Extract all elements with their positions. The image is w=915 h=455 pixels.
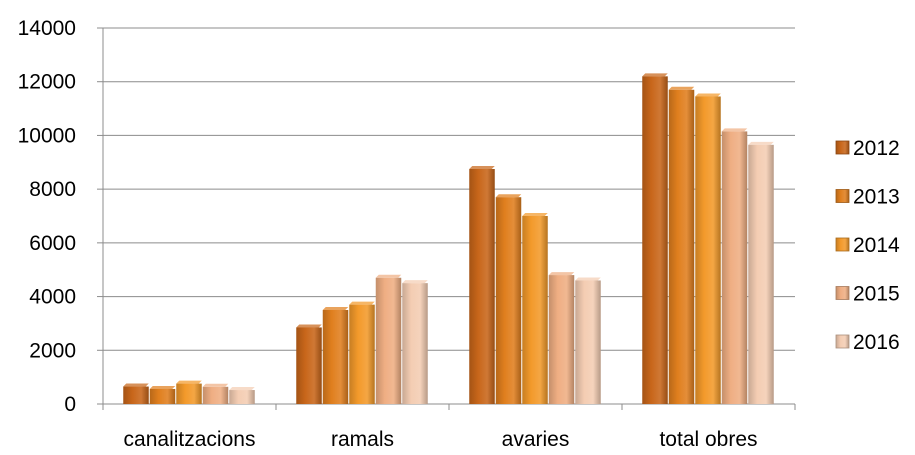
bar-body bbox=[322, 310, 349, 404]
x-tick-label: ramals bbox=[331, 428, 394, 451]
legend-swatch bbox=[835, 334, 850, 349]
bar-top bbox=[695, 93, 721, 97]
bar-body bbox=[575, 280, 601, 404]
bar-top bbox=[402, 280, 428, 284]
bar-top bbox=[296, 324, 322, 328]
bar bbox=[322, 307, 349, 404]
y-tick-label: 8000 bbox=[29, 178, 76, 201]
x-tick-label: canalitzacions bbox=[124, 428, 256, 451]
bar-body bbox=[495, 197, 522, 404]
y-tick-label: 4000 bbox=[29, 286, 76, 309]
bar-top bbox=[642, 73, 668, 77]
bar-body bbox=[721, 131, 748, 404]
bar-body bbox=[296, 327, 322, 404]
bar-body bbox=[229, 390, 255, 404]
legend-label: 2013 bbox=[853, 186, 900, 209]
bar bbox=[721, 128, 748, 404]
bar-top bbox=[748, 141, 774, 145]
bar-body bbox=[748, 144, 774, 405]
bar bbox=[149, 385, 176, 404]
bar bbox=[748, 141, 774, 405]
bar-body bbox=[522, 216, 548, 404]
bar bbox=[123, 383, 149, 404]
bars bbox=[123, 73, 774, 405]
bar-body bbox=[548, 275, 575, 404]
y-tick-label: 12000 bbox=[18, 71, 76, 94]
bar bbox=[695, 93, 721, 404]
bar-top bbox=[469, 166, 495, 169]
legend-swatch bbox=[835, 237, 850, 252]
bar-body bbox=[375, 277, 402, 404]
legend-swatch bbox=[835, 286, 850, 300]
x-tick-label: avaries bbox=[502, 428, 570, 451]
bar bbox=[202, 383, 229, 404]
bar bbox=[349, 301, 375, 404]
y-tick-labels: 0 2000 4000 6000 8000 10000 12000 14000 bbox=[18, 17, 76, 416]
x-tick-labels: canalitzacions ramals avaries total obres bbox=[124, 428, 758, 451]
legend-label: 2014 bbox=[853, 234, 900, 257]
bar bbox=[229, 387, 255, 404]
legend-label: 2016 bbox=[853, 331, 900, 354]
bar-top bbox=[149, 385, 176, 389]
bar-top bbox=[548, 272, 575, 276]
bar-body bbox=[176, 383, 202, 404]
bar-body bbox=[695, 96, 721, 404]
bar-top bbox=[375, 274, 402, 278]
legend-item: 2014 bbox=[835, 234, 900, 257]
y-tick-label: 10000 bbox=[18, 124, 76, 147]
legend-item: 2012 bbox=[835, 137, 900, 160]
legend-swatch bbox=[835, 140, 850, 155]
legend-item: 2016 bbox=[835, 331, 900, 354]
bar-top bbox=[721, 128, 748, 132]
legend-label: 2012 bbox=[853, 137, 900, 160]
bar-body bbox=[402, 283, 428, 404]
bar bbox=[176, 380, 202, 404]
legend-item: 2013 bbox=[835, 186, 900, 209]
x-tick-label: total obres bbox=[659, 428, 757, 451]
bar-top bbox=[495, 194, 522, 198]
legend-label: 2015 bbox=[853, 283, 900, 306]
bar-top bbox=[229, 387, 255, 391]
y-tick-label: 6000 bbox=[29, 232, 76, 255]
legend-swatch bbox=[835, 189, 850, 203]
bar-body bbox=[149, 388, 176, 404]
y-tick-label: 0 bbox=[64, 393, 76, 416]
bar bbox=[642, 73, 668, 404]
bar bbox=[548, 272, 575, 404]
bar-top bbox=[575, 277, 601, 281]
gridlines bbox=[103, 27, 795, 351]
legend-item: 2015 bbox=[835, 283, 900, 306]
bar-top bbox=[123, 383, 149, 387]
bar-top bbox=[668, 86, 695, 90]
bar bbox=[495, 194, 522, 404]
bar-top bbox=[176, 380, 202, 384]
bar bbox=[402, 280, 428, 404]
y-tick-label: 14000 bbox=[18, 17, 76, 40]
bar bbox=[375, 274, 402, 404]
bar-top bbox=[202, 383, 229, 387]
bar bbox=[296, 324, 322, 404]
y-tick-label: 2000 bbox=[29, 339, 76, 362]
bar-body bbox=[668, 89, 695, 405]
legend: 2012 2013 2014 2015 2016 bbox=[835, 137, 900, 354]
bar-body bbox=[349, 304, 375, 404]
bar bbox=[668, 86, 695, 405]
bar bbox=[522, 213, 548, 404]
bar-body bbox=[123, 386, 149, 404]
bar-body bbox=[469, 169, 495, 404]
bar bbox=[575, 277, 601, 404]
bar bbox=[469, 166, 495, 404]
bar-top bbox=[522, 213, 548, 216]
bar-top bbox=[349, 301, 375, 305]
bar-top bbox=[322, 307, 349, 310]
bar-body bbox=[202, 386, 229, 404]
bar-body bbox=[642, 76, 668, 404]
